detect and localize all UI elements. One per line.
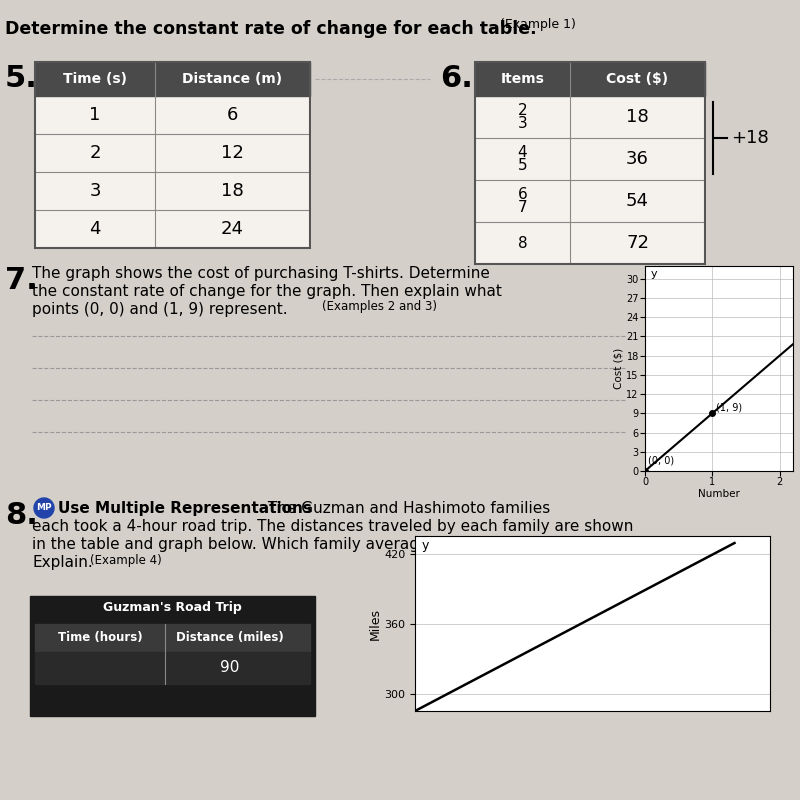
Text: Cost ($): Cost ($) <box>606 72 669 86</box>
Bar <box>35 652 310 684</box>
Bar <box>475 138 705 180</box>
Text: 5.: 5. <box>5 64 38 93</box>
Text: 36: 36 <box>626 150 649 168</box>
Text: +18: +18 <box>731 129 769 147</box>
Text: 1: 1 <box>90 106 101 124</box>
Text: (Example 4): (Example 4) <box>90 554 162 567</box>
Text: 12: 12 <box>221 144 244 162</box>
Bar <box>35 172 310 210</box>
Bar <box>35 624 310 652</box>
Text: The graph shows the cost of purchasing T-shirts. Determine: The graph shows the cost of purchasing T… <box>32 266 490 281</box>
Text: 18: 18 <box>221 182 244 200</box>
Text: 6
7: 6 7 <box>518 186 527 215</box>
Bar <box>475 62 705 264</box>
Text: Guzman's Road Trip: Guzman's Road Trip <box>103 602 242 614</box>
Bar <box>35 210 310 248</box>
Text: 2
3: 2 3 <box>518 102 527 131</box>
Text: 4
5: 4 5 <box>518 145 527 174</box>
Text: 24: 24 <box>221 220 244 238</box>
Text: each took a 4-hour road trip. The distances traveled by each family are shown: each took a 4-hour road trip. The distan… <box>32 519 634 534</box>
Text: Distance (m): Distance (m) <box>182 72 282 86</box>
Text: y: y <box>422 539 430 553</box>
Text: 90: 90 <box>220 661 240 675</box>
Text: 18: 18 <box>626 108 649 126</box>
Text: in the table and graph below. Which family averaged fewer miles per hour?: in the table and graph below. Which fami… <box>32 537 610 552</box>
Text: 2: 2 <box>90 144 101 162</box>
Y-axis label: Cost ($): Cost ($) <box>614 348 623 389</box>
Text: 8.: 8. <box>5 501 38 530</box>
Text: Time (s): Time (s) <box>63 72 127 86</box>
Text: 3: 3 <box>90 182 101 200</box>
Bar <box>475 96 705 138</box>
Text: The Guzman and Hashimoto families: The Guzman and Hashimoto families <box>263 501 550 516</box>
Text: 72: 72 <box>626 234 649 252</box>
Text: the constant rate of change for the graph. Then explain what: the constant rate of change for the grap… <box>32 284 502 299</box>
Bar <box>475 62 705 96</box>
Text: (1, 9): (1, 9) <box>716 402 742 412</box>
Circle shape <box>34 498 54 518</box>
Text: 6: 6 <box>227 106 238 124</box>
Bar <box>35 96 310 134</box>
Text: points (0, 0) and (1, 9) represent.: points (0, 0) and (1, 9) represent. <box>32 302 288 317</box>
Text: (Example 1): (Example 1) <box>500 18 576 31</box>
Text: (Examples 2 and 3): (Examples 2 and 3) <box>322 300 437 313</box>
Bar <box>35 134 310 172</box>
Text: Distance (miles): Distance (miles) <box>176 631 284 645</box>
Text: (0, 0): (0, 0) <box>648 455 674 466</box>
Text: Items: Items <box>501 72 545 86</box>
Text: Use Multiple Representations: Use Multiple Representations <box>58 501 312 516</box>
Text: 7.: 7. <box>5 266 38 295</box>
Bar <box>30 596 315 716</box>
Bar <box>475 180 705 222</box>
Text: Hashimoto's Road Trip: Hashimoto's Road Trip <box>505 576 680 590</box>
Text: MP: MP <box>36 503 52 513</box>
X-axis label: Number: Number <box>698 489 740 498</box>
Text: 4: 4 <box>90 220 101 238</box>
Text: 6.: 6. <box>440 64 473 93</box>
Text: 8: 8 <box>518 235 527 250</box>
Text: Explain.: Explain. <box>32 555 93 570</box>
Y-axis label: Miles: Miles <box>368 607 382 639</box>
Text: Time (hours): Time (hours) <box>58 631 142 645</box>
Bar <box>35 62 310 248</box>
Bar <box>35 62 310 96</box>
Text: y: y <box>650 270 657 279</box>
Text: 54: 54 <box>626 192 649 210</box>
Text: Determine the constant rate of change for each table.: Determine the constant rate of change fo… <box>5 20 537 38</box>
Bar <box>475 222 705 264</box>
